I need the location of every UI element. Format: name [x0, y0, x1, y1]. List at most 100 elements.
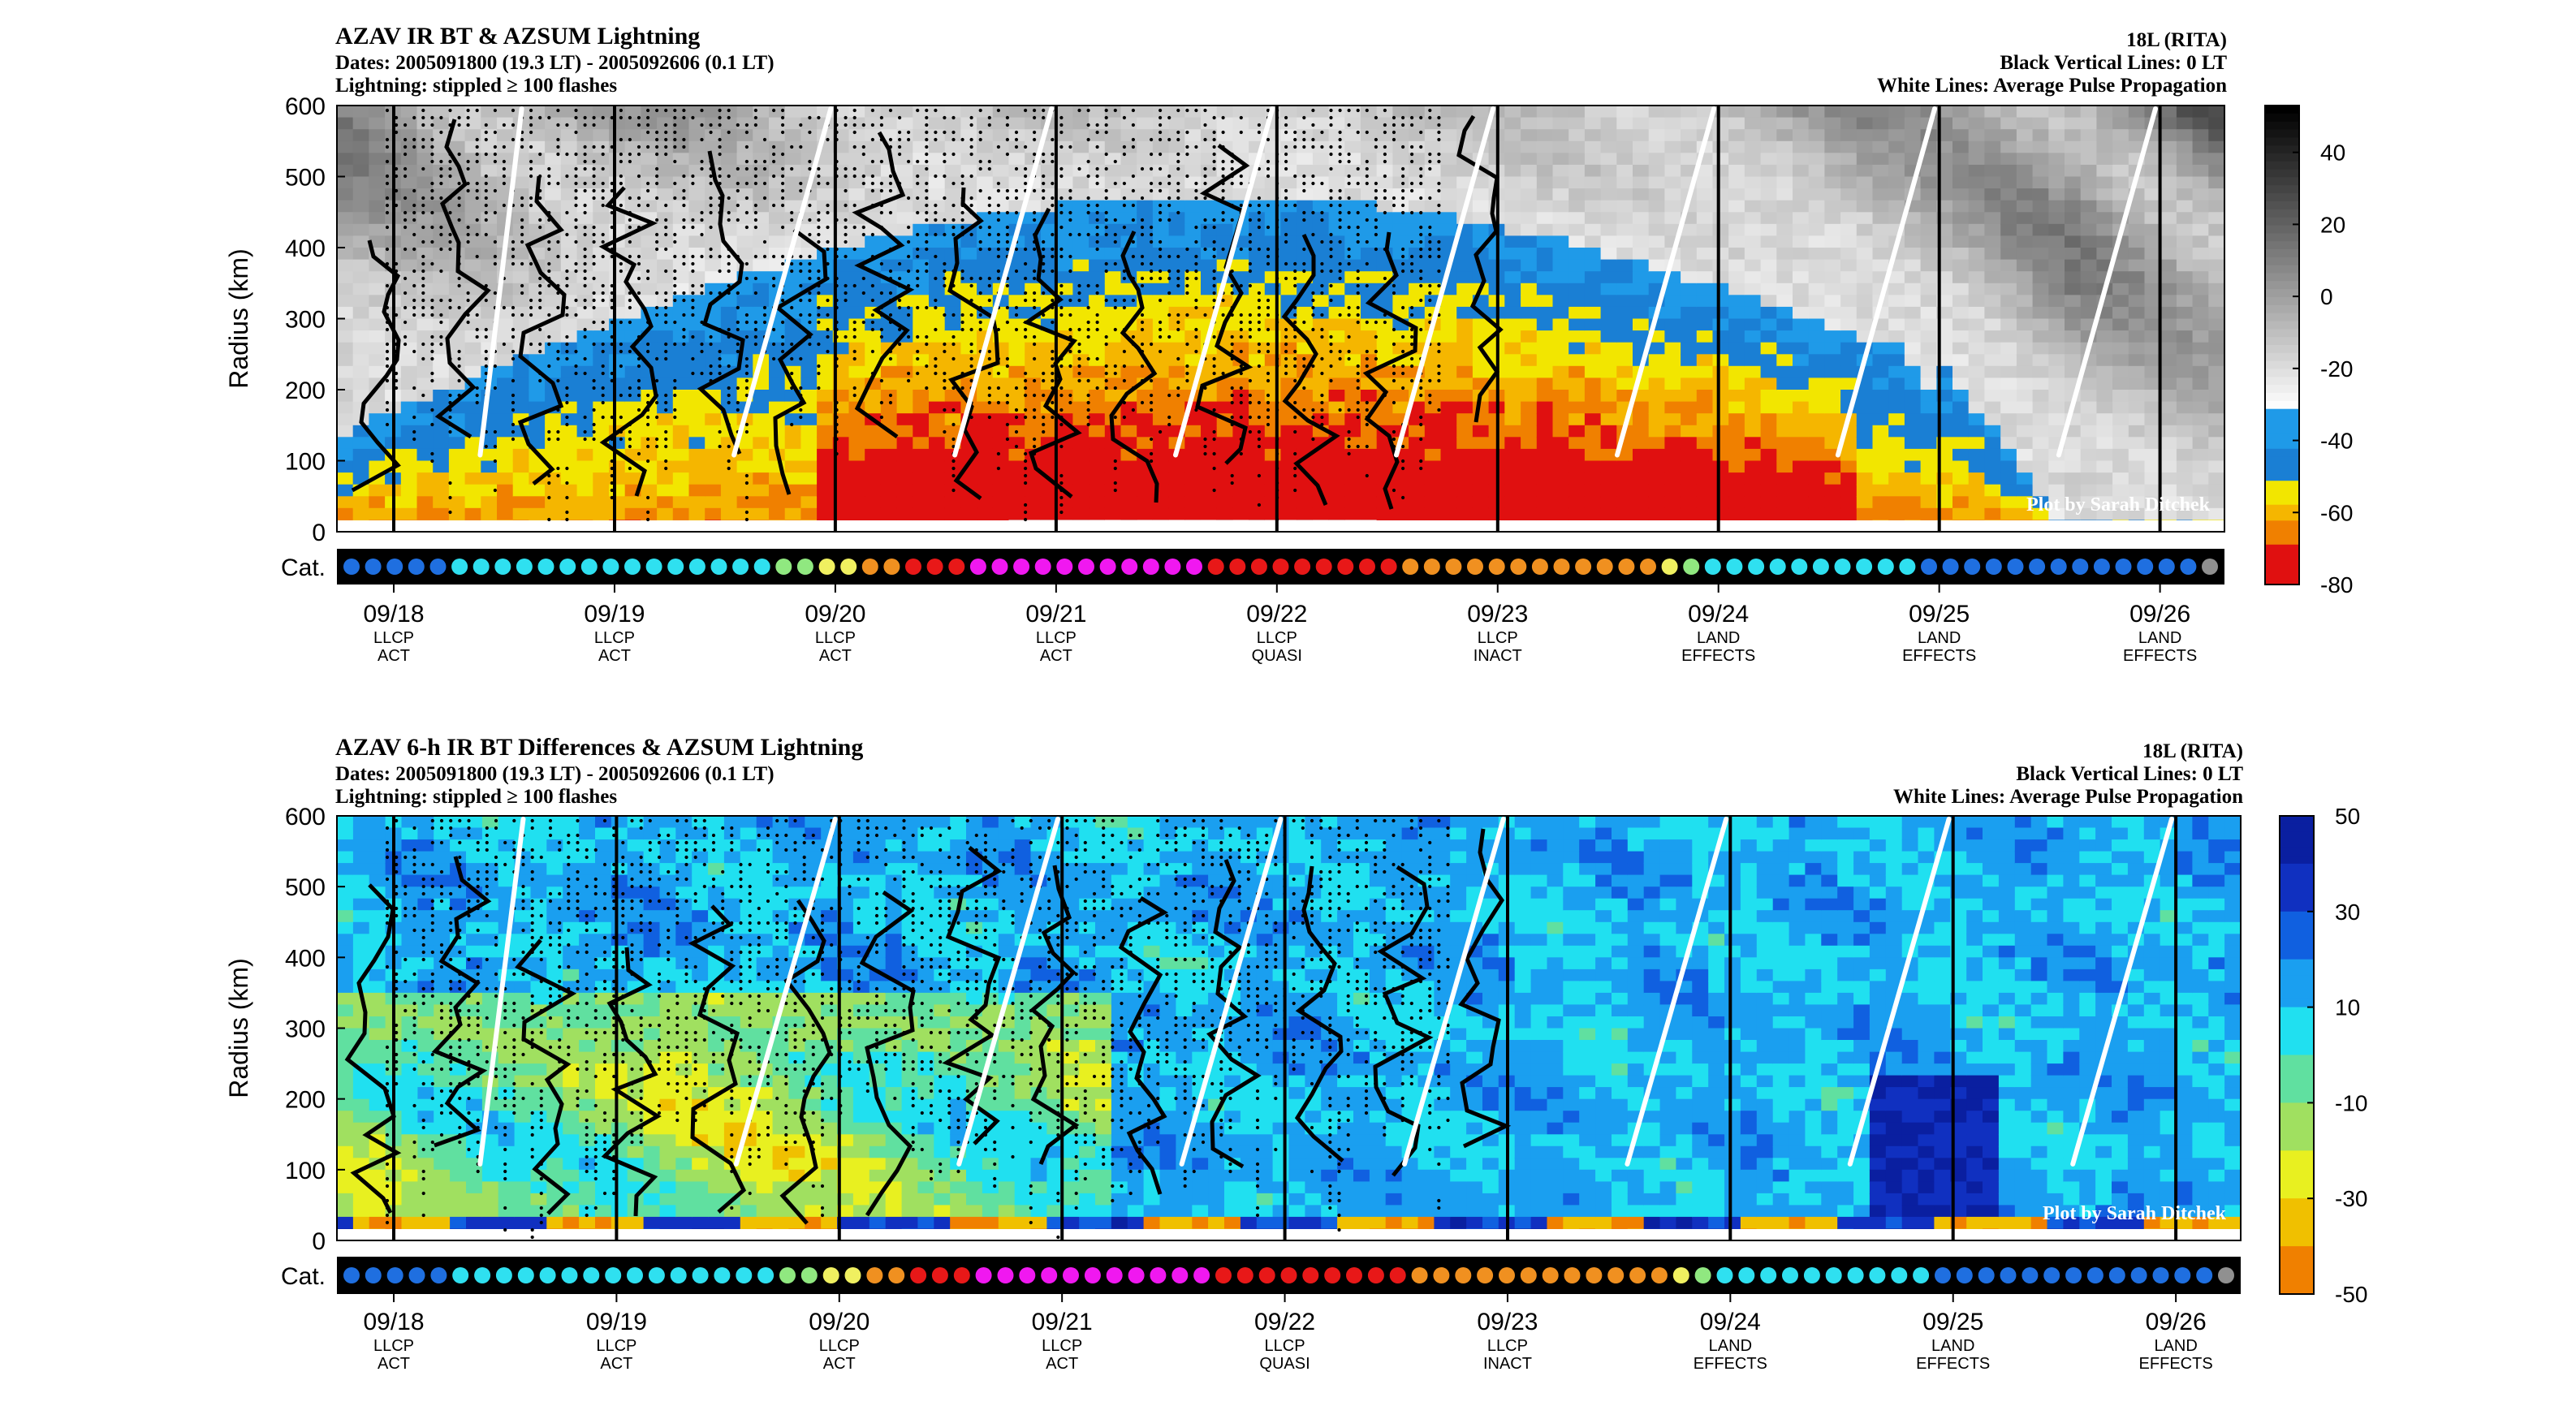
heatmap-cell: [2032, 248, 2050, 261]
heatmap-cell: [1696, 496, 1714, 509]
heatmap-cell: [1984, 164, 2001, 178]
heatmap-cell: [2065, 129, 2082, 142]
heatmap-cell: [1584, 413, 1602, 426]
lightning-point: [520, 218, 524, 222]
heatmap-cell: [2032, 295, 2050, 308]
heatmap-cell: [1344, 200, 1361, 214]
heatmap-cell: [2208, 448, 2225, 462]
heatmap-cell: [960, 354, 977, 367]
lightning-point: [475, 327, 479, 332]
lightning-point: [511, 137, 516, 142]
heatmap-cell: [1952, 295, 1970, 308]
lightning-point: [412, 188, 416, 193]
heatmap-cell: [1696, 342, 1714, 356]
heatmap-cell: [1681, 354, 1698, 367]
lightning-point: [556, 239, 560, 244]
heatmap-cell: [1552, 390, 1569, 403]
heatmap-cell: [865, 330, 882, 343]
heatmap-cell: [1168, 354, 1186, 367]
lightning-point: [412, 386, 416, 390]
heatmap-cell: [2016, 140, 2034, 154]
heatmap-cell: [1536, 484, 1554, 498]
heatmap-cell: [1008, 188, 1025, 201]
heatmap-cell: [1440, 401, 1457, 414]
heatmap-cell: [1568, 318, 1586, 331]
heatmap-cell: [2176, 212, 2194, 225]
heatmap-cell: [1776, 342, 1793, 356]
heatmap-cell: [624, 496, 642, 509]
heatmap-cell: [800, 117, 818, 130]
heatmap-cell: [1728, 460, 1745, 473]
heatmap-cell: [433, 164, 450, 178]
lightning-point: [655, 108, 659, 113]
heatmap-cell: [624, 507, 642, 521]
lightning-point: [583, 232, 587, 237]
heatmap-cell: [1808, 223, 1826, 237]
heatmap-cell: [1760, 106, 1778, 119]
heatmap-cell: [2080, 212, 2098, 225]
lightning-point: [574, 349, 578, 354]
heatmap-cell: [560, 365, 578, 379]
heatmap-cell: [529, 354, 546, 367]
heatmap-cell: [497, 425, 514, 438]
heatmap-cell: [1552, 129, 1569, 142]
heatmap-cell: [1968, 188, 1986, 201]
heatmap-cell: [1025, 283, 1042, 296]
heatmap-cell: [2032, 129, 2050, 142]
heatmap-cell: [848, 283, 865, 296]
heatmap-cell: [1633, 117, 1650, 130]
heatmap-cell: [1904, 117, 1922, 130]
heatmap-cell: [2112, 413, 2129, 426]
heatmap-cell: [848, 306, 865, 320]
heatmap-cell: [2096, 140, 2113, 154]
lightning-point: [421, 210, 425, 215]
heatmap-cell: [2065, 188, 2082, 201]
heatmap-cell: [1328, 401, 1346, 414]
heatmap-cell: [2080, 377, 2098, 390]
lightning-point: [412, 115, 416, 120]
heatmap-cell: [2208, 129, 2225, 142]
lightning-point: [655, 313, 659, 317]
heatmap-cell: [1072, 390, 1090, 403]
heatmap-cell: [848, 295, 865, 308]
heatmap-cell: [1793, 283, 1810, 296]
heatmap-cell: [1633, 460, 1650, 473]
heatmap-cell: [1392, 295, 1409, 308]
heatmap-cell: [1904, 140, 1922, 154]
heatmap-cell: [560, 448, 578, 462]
heatmap-cell: [400, 354, 418, 367]
lightning-point: [628, 393, 632, 398]
heatmap-cell: [2096, 235, 2113, 248]
heatmap-cell: [1312, 507, 1330, 521]
heatmap-cell: [672, 200, 690, 214]
heatmap-cell: [1872, 437, 1889, 450]
heatmap-cell: [817, 188, 834, 201]
heatmap-cell: [1840, 365, 1858, 379]
lightning-point: [439, 166, 443, 171]
heatmap-cell: [1056, 117, 1074, 130]
lightning-point: [664, 356, 668, 361]
lightning-point: [691, 305, 695, 310]
heatmap-cell: [1856, 117, 1874, 130]
heatmap-cell: [1760, 259, 1778, 272]
heatmap-cell: [913, 271, 930, 284]
heatmap-cell: [1968, 212, 1986, 225]
heatmap-cell: [1633, 106, 1650, 119]
heatmap-cell: [817, 318, 834, 331]
heatmap-cell: [992, 212, 1010, 225]
heatmap-cell: [545, 235, 562, 248]
heatmap-cell: [1808, 248, 1826, 261]
heatmap-cell: [1168, 507, 1186, 521]
heatmap-cell: [593, 342, 610, 356]
heatmap-cell: [800, 354, 818, 367]
heatmap-cell: [2176, 200, 2194, 214]
heatmap-cell: [1808, 271, 1826, 284]
heatmap-cell: [2160, 164, 2177, 178]
heatmap-cell: [896, 437, 914, 450]
lightning-point: [385, 137, 390, 142]
lightning-point: [430, 371, 434, 376]
heatmap-cell: [1584, 377, 1602, 390]
lightning-point: [430, 451, 434, 456]
heatmap-cell: [1089, 484, 1106, 498]
heatmap-cell: [1616, 117, 1633, 130]
